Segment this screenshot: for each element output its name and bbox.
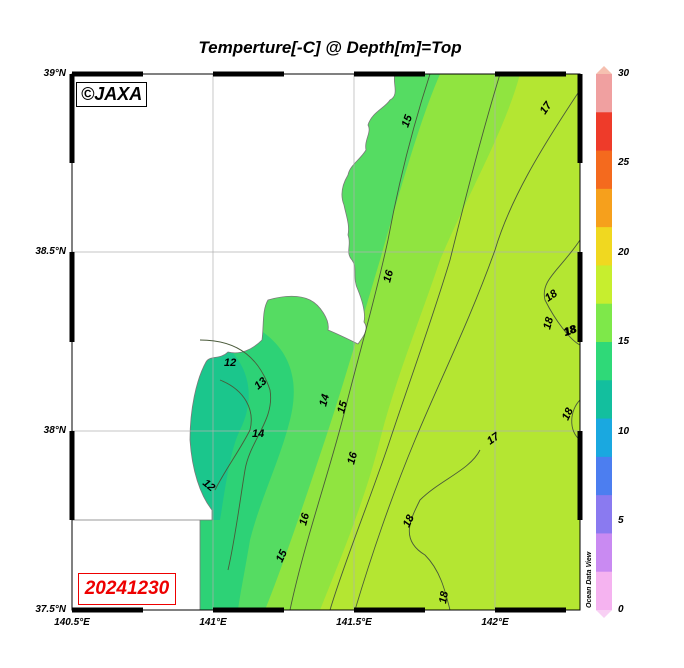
- contour-label: 16: [297, 511, 312, 527]
- lat-label-38n: 38°N: [43, 425, 66, 436]
- colorbar-tick-label: 20: [618, 247, 630, 258]
- isotherms: [199, 73, 581, 611]
- colorbar-top-arrow: [596, 66, 612, 74]
- contour-label: 15: [400, 113, 416, 129]
- copyright-label: ©JAXA: [76, 82, 148, 107]
- land-mass: [72, 74, 396, 610]
- colorbar-segment: [596, 188, 612, 228]
- colorbar-segment: [596, 150, 612, 190]
- colorbar-segment: [596, 342, 612, 381]
- contour-label: 18: [563, 323, 579, 339]
- colorbar-segment: [596, 112, 612, 152]
- lon-label-140-5e: 140.5°E: [54, 617, 90, 628]
- contour-label: 14: [252, 428, 264, 440]
- colorbar-bottom-arrow: [596, 610, 612, 618]
- lat-label-39n: 39°N: [43, 68, 66, 79]
- contour-label: 18: [437, 590, 451, 605]
- contour-label: 14: [317, 393, 332, 408]
- colorbar-segment: [596, 265, 612, 305]
- colorbar-tick-label: 5: [618, 515, 624, 526]
- contour-label: 18: [541, 315, 556, 331]
- colorbar-segment: [596, 495, 612, 534]
- colorbar-segment: [596, 303, 612, 343]
- colorbar-segment: [596, 571, 612, 611]
- colorbar-segment: [596, 227, 612, 266]
- map-frame: [69, 71, 583, 613]
- colorbar-segment: [596, 533, 612, 573]
- contour-label: 15: [335, 399, 350, 415]
- colorbar-tick-label: 15: [618, 336, 630, 347]
- lat-label-38-5n: 38.5°N: [35, 246, 66, 257]
- colorbar-segment: [596, 456, 612, 496]
- colorbar-tick-label: 25: [618, 157, 630, 168]
- colorbar-tick-label: 0: [618, 604, 624, 615]
- contour-label: 12: [224, 357, 236, 369]
- ocean-coldest-zone: [190, 350, 249, 520]
- colorbar-tick-label: 30: [618, 68, 630, 79]
- watermark-label: Ocean Data View: [586, 551, 593, 608]
- lon-label-141e: 141°E: [199, 617, 227, 628]
- map-title: Temperture[-C] @ Depth[m]=Top: [198, 38, 462, 57]
- contour-label: 18: [401, 512, 417, 529]
- contour-label: 15: [274, 547, 290, 564]
- colorbar-segment: [596, 380, 612, 420]
- lon-label-141-5e: 141.5°E: [336, 617, 372, 628]
- contour-label: 18: [560, 405, 576, 422]
- colorbar: [596, 66, 612, 618]
- date-label: 20241230: [78, 573, 176, 605]
- colorbar-segment: [596, 418, 612, 458]
- lat-label-37-5n: 37.5°N: [35, 604, 66, 615]
- contour-label: 18: [562, 323, 578, 339]
- colorbar-segment: [596, 74, 612, 113]
- contour-label: 16: [381, 268, 396, 284]
- lon-label-142e: 142°E: [481, 617, 509, 628]
- colorbar-tick-label: 10: [618, 426, 630, 437]
- contour-label: 16: [345, 450, 360, 466]
- graticule: [72, 74, 580, 610]
